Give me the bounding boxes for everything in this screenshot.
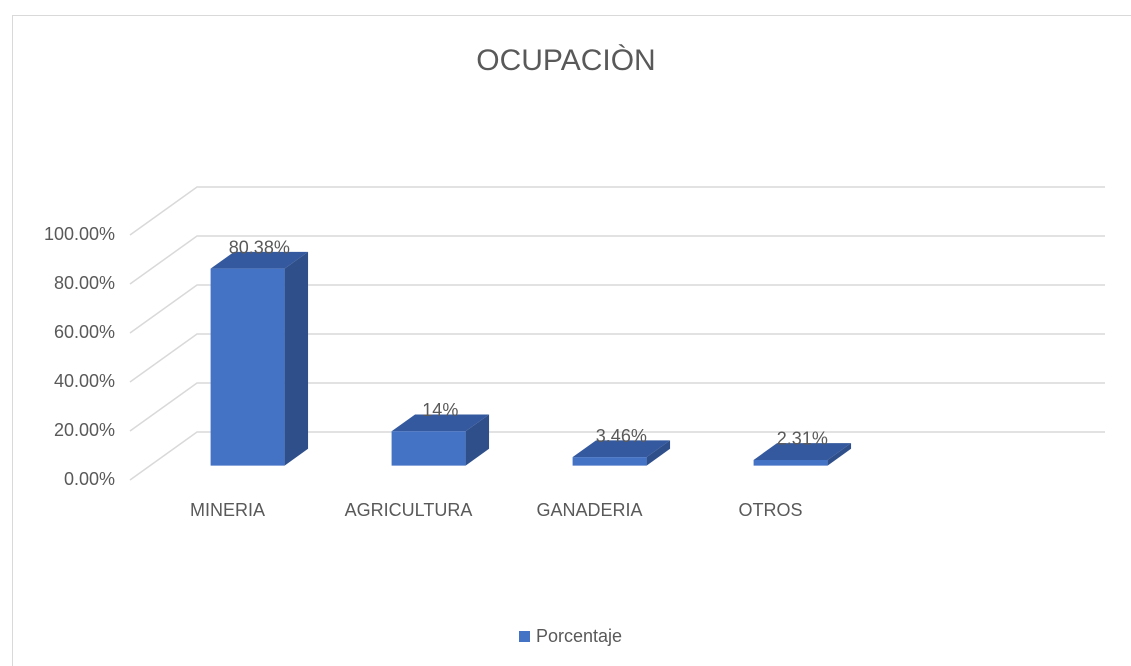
x-tick-label: GANADERIA [536,500,642,520]
chart-border [12,15,1131,666]
x-tick-label: MINERIA [190,500,265,520]
data-label: 3.46% [596,426,647,446]
grid-line [129,235,1105,285]
bar-top [753,443,852,460]
bar-side [284,251,309,466]
bar [753,459,828,466]
data-label: 14% [422,400,458,420]
grid-line [129,284,1105,334]
grid-line [129,382,1105,432]
y-tick-label: 60.00% [54,322,115,342]
data-label: 80.38% [229,237,290,257]
y-tick-label: 20.00% [54,420,115,440]
bar-side [827,443,852,466]
bar-top [391,414,490,432]
y-tick-label: 100.00% [44,224,115,244]
bar-top [572,440,671,458]
bar-side [465,414,490,466]
bar [210,268,285,466]
y-tick-label: 80.00% [54,273,115,293]
data-label: 2.31% [777,429,828,449]
bar-top [210,251,309,269]
legend-label: Porcentaje [536,626,622,646]
x-tick-label: AGRICULTURA [345,500,473,520]
y-tick-label: 0.00% [64,469,115,489]
y-tick-label: 40.00% [54,371,115,391]
bar-side [646,440,671,466]
bar [572,457,647,466]
grid-line [129,431,1105,481]
legend-swatch [519,631,530,642]
grid-line [129,186,1105,236]
bar [391,431,466,466]
chart-title: OCUPACIÒN [476,44,655,77]
x-tick-label: OTROS [738,500,802,520]
grid-line [129,333,1105,383]
